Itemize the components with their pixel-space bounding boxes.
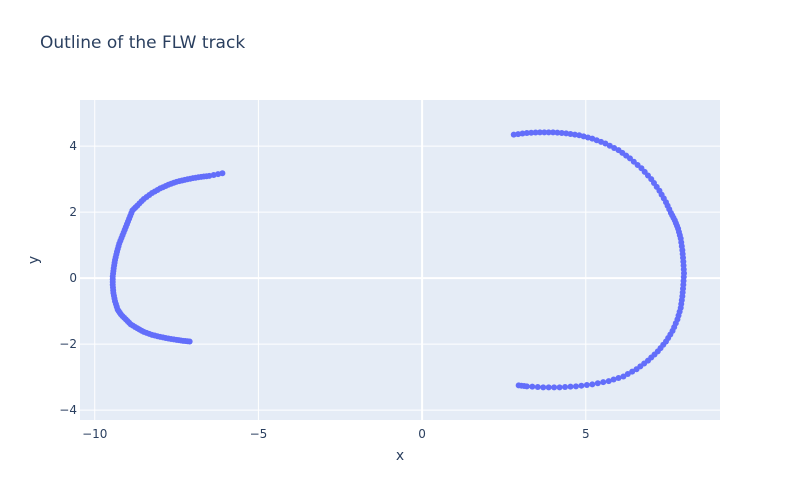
data-point-interp xyxy=(562,384,569,391)
gridlines xyxy=(80,100,720,420)
data-point-interp xyxy=(583,382,590,389)
data-point xyxy=(510,131,517,138)
data-point-interp xyxy=(610,376,617,383)
x-tick-label: −5 xyxy=(250,427,268,441)
data-point-interp xyxy=(615,374,622,381)
x-tick-label: −10 xyxy=(82,427,107,441)
data-point-interp xyxy=(528,129,535,136)
data-point xyxy=(605,378,612,385)
y-tick-label: 4 xyxy=(69,139,77,153)
plot-area xyxy=(80,100,720,420)
data-point-interp xyxy=(545,384,552,391)
data-point xyxy=(589,381,596,388)
data-point-interp xyxy=(551,384,558,391)
data-point-interp xyxy=(519,130,526,137)
data-point xyxy=(550,129,557,136)
data-point-interp xyxy=(541,129,548,136)
data-point xyxy=(540,384,547,391)
data-point-interp xyxy=(515,131,522,138)
data-point-interp xyxy=(545,129,552,136)
y-tick-label: 2 xyxy=(69,205,77,219)
y-tick-label: 0 xyxy=(69,271,77,285)
data-point xyxy=(186,338,193,345)
y-axis-label: y xyxy=(26,256,42,264)
data-point-interp xyxy=(529,383,536,390)
x-tick-label: 0 xyxy=(418,427,426,441)
data-point-interp xyxy=(532,129,539,136)
chart-title: Outline of the FLW track xyxy=(40,33,246,53)
y-axis-ticks: −4 −2 0 2 4 xyxy=(59,139,77,417)
x-tick-label: 5 xyxy=(582,427,590,441)
data-point xyxy=(515,382,522,389)
data-point xyxy=(556,384,563,391)
data-points xyxy=(109,129,687,391)
data-point-interp xyxy=(558,129,565,136)
data-point xyxy=(633,366,640,373)
x-axis-label: x xyxy=(396,448,404,464)
data-point-interp xyxy=(624,371,631,378)
data-point xyxy=(620,373,627,380)
data-point-interp xyxy=(578,382,585,389)
data-point-interp xyxy=(629,368,636,375)
data-point-interp xyxy=(534,384,541,391)
data-point-interp xyxy=(554,129,561,136)
data-point xyxy=(523,129,530,136)
data-point xyxy=(536,129,543,136)
y-tick-label: −4 xyxy=(59,403,77,417)
data-point-interp xyxy=(594,380,601,387)
y-tick-label: −2 xyxy=(59,337,77,351)
data-point xyxy=(572,383,579,390)
data-point-interp xyxy=(600,379,607,386)
x-axis-ticks: −10 −5 0 5 xyxy=(82,427,590,441)
data-point-interp xyxy=(567,383,574,390)
